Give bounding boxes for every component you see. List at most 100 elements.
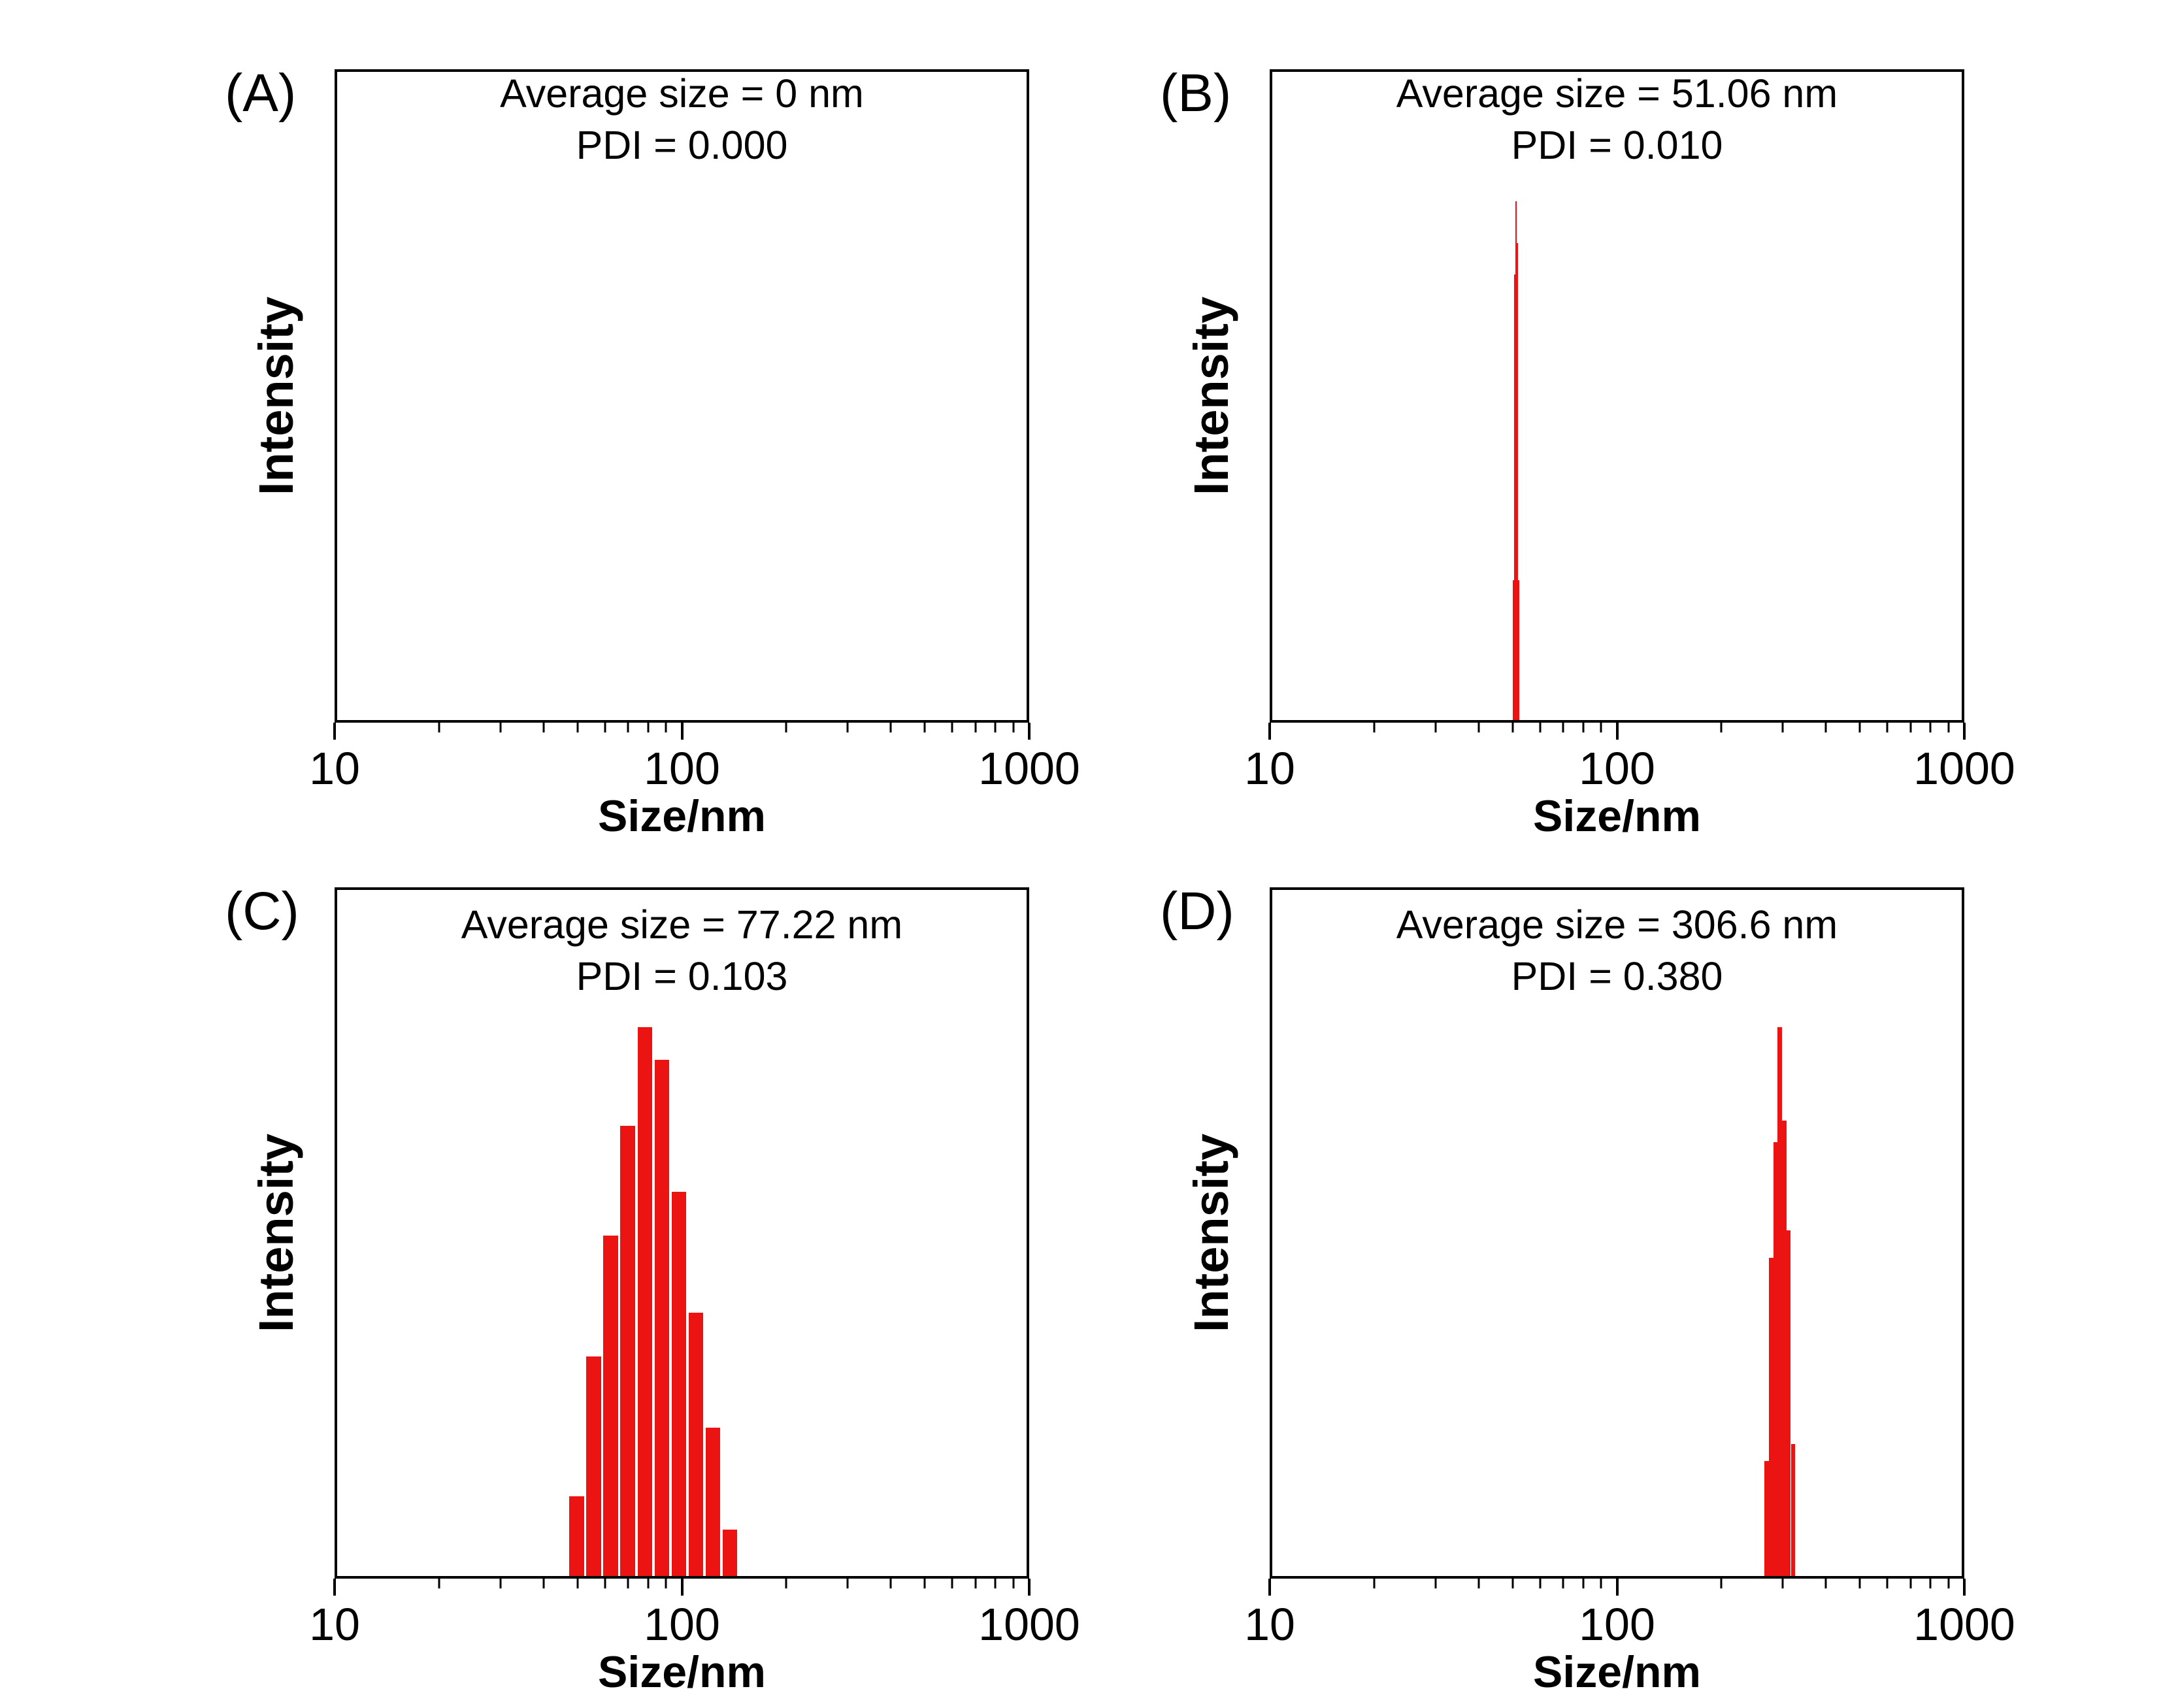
x-minor-tick [923, 1579, 926, 1588]
plot-area: Average size = 77.22 nm PDI = 0.103 [335, 887, 1029, 1579]
x-tick-label: 100 [1579, 1599, 1655, 1650]
x-minor-tick [1511, 723, 1513, 732]
panel-A: (A) Intensity Average size = 0 nm PDI = … [225, 63, 1080, 841]
x-tick-label: 10 [309, 743, 360, 794]
x-minor-tick [1929, 723, 1932, 732]
panel-B: (B) Intensity Average size = 51.06 nm PD… [1160, 63, 2015, 841]
histogram-bar [1790, 1444, 1796, 1576]
x-minor-tick [1909, 723, 1912, 732]
histogram-bar [1773, 1142, 1778, 1576]
x-minor-tick [889, 723, 892, 732]
histogram-bar [1786, 1230, 1791, 1576]
x-minor-tick [1600, 723, 1602, 732]
x-minor-tick [1539, 1579, 1542, 1588]
average-size-text: Average size = 306.6 nm [1396, 902, 1838, 947]
bars-container [1272, 72, 1962, 720]
histogram-bar [569, 1496, 584, 1576]
histogram-bar [1769, 1257, 1773, 1576]
average-size-text: Average size = 77.22 nm [461, 902, 903, 947]
plot-area: Average size = 306.6 nm PDI = 0.380 [1270, 887, 1964, 1579]
plot-title: Average size = 0 nm PDI = 0.000 [337, 68, 1027, 172]
x-major-tick [1268, 1579, 1271, 1596]
histogram-bar [603, 1236, 619, 1576]
x-minor-tick [785, 1579, 787, 1588]
histogram-bar [722, 1529, 738, 1576]
x-minor-tick [627, 723, 629, 732]
x-minor-tick [1562, 723, 1564, 732]
x-minor-tick [604, 1579, 606, 1588]
average-size-text: Average size = 51.06 nm [1396, 71, 1838, 116]
histogram-bar [1515, 201, 1517, 720]
bars-container [337, 890, 1027, 1576]
x-minor-tick [889, 1579, 892, 1588]
x-minor-tick [1511, 1579, 1513, 1588]
histogram-bar [688, 1312, 704, 1576]
histogram-bar [637, 1027, 653, 1576]
x-minor-tick [1824, 723, 1827, 732]
x-minor-tick [1539, 723, 1542, 732]
x-minor-tick [994, 1579, 997, 1588]
x-minor-tick [1947, 723, 1950, 732]
x-tick-label: 1000 [1913, 743, 2015, 794]
plot-title: Average size = 77.22 nm PDI = 0.103 [337, 899, 1027, 1003]
x-minor-tick [576, 1579, 578, 1588]
x-minor-tick [1012, 1579, 1015, 1588]
histogram-bar [705, 1428, 721, 1576]
x-minor-tick [542, 1579, 545, 1588]
x-axis-label: Size/nm [598, 791, 766, 841]
x-minor-tick [1886, 1579, 1889, 1588]
x-minor-tick [994, 723, 997, 732]
x-tick-label: 100 [644, 743, 720, 794]
x-major-tick [1028, 1579, 1031, 1596]
x-major-tick [1268, 723, 1271, 740]
x-major-tick [1963, 723, 1966, 740]
panel-letter-B: (B) [1160, 63, 1232, 123]
x-minor-tick [1477, 1579, 1480, 1588]
x-minor-tick [951, 723, 953, 732]
x-minor-tick [542, 723, 545, 732]
x-tick-label: 1000 [978, 743, 1080, 794]
x-minor-tick [1947, 1579, 1950, 1588]
bars-container [1272, 890, 1962, 1576]
x-minor-tick [499, 1579, 502, 1588]
x-minor-tick [499, 723, 502, 732]
x-major-tick [333, 1579, 336, 1596]
y-axis-label: Intensity [249, 296, 303, 496]
pdi-text: PDI = 0.000 [576, 123, 788, 168]
plot-area: Average size = 0 nm PDI = 0.000 [335, 69, 1029, 723]
x-axis-label: Size/nm [1533, 791, 1701, 841]
x-minor-tick [1781, 1579, 1784, 1588]
x-minor-tick [1582, 1579, 1585, 1588]
histogram-bar [1514, 274, 1516, 720]
y-axis-label: Intensity [1184, 1133, 1238, 1333]
bars-container [337, 72, 1027, 720]
histogram-bar [654, 1060, 670, 1576]
x-major-tick [680, 1579, 684, 1596]
x-minor-tick [627, 1579, 629, 1588]
x-minor-tick [1477, 723, 1480, 732]
x-minor-tick [974, 723, 977, 732]
x-minor-tick [846, 1579, 849, 1588]
x-minor-tick [1373, 723, 1376, 732]
x-axis-label: Size/nm [598, 1647, 766, 1697]
x-minor-tick [846, 723, 849, 732]
plot-title: Average size = 51.06 nm PDI = 0.010 [1272, 68, 1962, 172]
x-tick-label: 10 [1244, 743, 1295, 794]
x-minor-tick [1909, 1579, 1912, 1588]
x-tick-label: 10 [1244, 1599, 1295, 1650]
histogram-bar [1777, 1027, 1782, 1576]
x-minor-tick [1824, 1579, 1827, 1588]
x-minor-tick [1858, 723, 1861, 732]
x-minor-tick [1858, 1579, 1861, 1588]
x-minor-tick [647, 723, 650, 732]
x-minor-tick [974, 1579, 977, 1588]
x-tick-label: 1000 [1913, 1599, 2015, 1650]
plot-area: Average size = 51.06 nm PDI = 0.010 [1270, 69, 1964, 723]
pdi-text: PDI = 0.010 [1511, 123, 1723, 168]
x-minor-tick [665, 723, 667, 732]
histogram-bar [1518, 580, 1520, 720]
x-minor-tick [438, 723, 440, 732]
x-tick-label: 10 [309, 1599, 360, 1650]
panel-C: (C) Intensity Average size = 77.22 nm PD… [225, 881, 1080, 1697]
histogram-bar [586, 1356, 601, 1576]
